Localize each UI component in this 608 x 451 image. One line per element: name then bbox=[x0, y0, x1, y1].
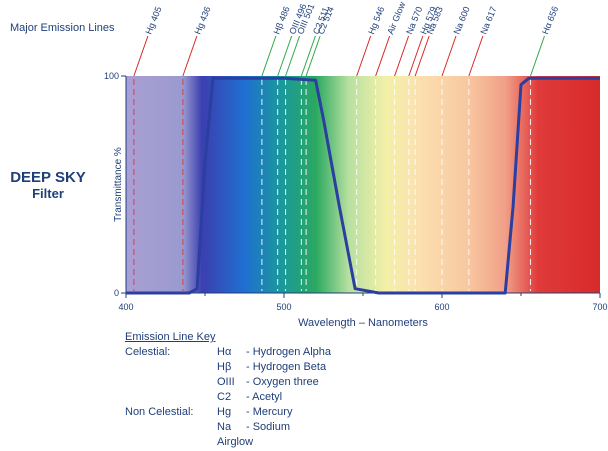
emission-line-label: Hg 405 bbox=[143, 5, 163, 36]
key-symbol: OIII bbox=[217, 376, 235, 388]
key-description: - Hydrogen Alpha bbox=[246, 346, 331, 358]
filter-name-line2: Filter bbox=[32, 186, 64, 201]
emission-line-leader bbox=[285, 35, 301, 77]
emission-line-leader bbox=[182, 35, 198, 77]
key-symbol: C2 bbox=[217, 391, 232, 403]
key-category bbox=[125, 360, 217, 375]
key-row: Celestial: Hα - Hydrogen Alpha bbox=[125, 345, 331, 360]
key-category bbox=[125, 435, 217, 450]
emission-line-label: Hg 436 bbox=[192, 5, 212, 36]
emission-line-key: Emission Line Key Celestial: Hα - Hydrogen… bbox=[125, 331, 331, 450]
key-symbol: Na bbox=[217, 421, 232, 433]
key-title: Emission Line Key bbox=[125, 331, 216, 343]
y-tick-label: 100 bbox=[104, 71, 119, 81]
x-tick-label: 500 bbox=[276, 302, 291, 312]
emission-line-leader bbox=[356, 35, 372, 77]
key-description: - Hydrogen Beta bbox=[246, 361, 327, 373]
spectrum-background bbox=[126, 76, 600, 293]
emission-line-leader bbox=[375, 35, 391, 77]
emission-line-leader bbox=[300, 35, 316, 77]
emission-line-leader bbox=[408, 35, 424, 77]
filter-name: DEEP SKY Filter bbox=[0, 170, 96, 202]
emission-line-label: Na 617 bbox=[478, 5, 498, 36]
key-symbol: Hg bbox=[217, 406, 232, 418]
emission-line-leader bbox=[530, 35, 545, 77]
emission-lines-heading: Major Emission Lines bbox=[10, 22, 115, 34]
key-row: Na - Sodium bbox=[125, 420, 331, 435]
emission-line-label: Na 600 bbox=[452, 5, 472, 36]
emission-line-leader bbox=[261, 35, 277, 77]
x-tick-label: 400 bbox=[118, 302, 133, 312]
key-row: C2 - Acetyl bbox=[125, 390, 331, 405]
emission-line-label: Hg 546 bbox=[366, 5, 386, 36]
emission-line-leader bbox=[441, 35, 457, 77]
key-description: - Oxygen three bbox=[246, 376, 319, 388]
emission-line-label: Hα 656 bbox=[540, 5, 560, 36]
key-category: Celestial: bbox=[125, 346, 171, 358]
key-category bbox=[125, 420, 217, 435]
key-description: - Sodium bbox=[246, 421, 291, 433]
key-symbol: Airglow bbox=[217, 436, 254, 448]
key-row: Airglow bbox=[125, 435, 331, 450]
emission-line-leader bbox=[468, 35, 484, 77]
emission-line-leader bbox=[394, 35, 410, 77]
key-row: Non Celestial: Hg - Mercury bbox=[125, 405, 331, 420]
emission-line-leader bbox=[414, 35, 430, 77]
x-axis-label: Wavelength – Nanometers bbox=[298, 317, 428, 329]
emission-line-leader bbox=[277, 35, 293, 77]
key-description: - Acetyl bbox=[246, 391, 283, 403]
key-row: Hβ - Hydrogen Beta bbox=[125, 360, 331, 375]
x-tick-label: 600 bbox=[434, 302, 449, 312]
y-axis-label: Transmittance % bbox=[113, 147, 124, 222]
key-row: OIII - Oxygen three bbox=[125, 375, 331, 390]
x-tick-label: 700 bbox=[592, 302, 607, 312]
transmittance-curve bbox=[126, 76, 600, 295]
filter-name-line1: DEEP SKY bbox=[10, 169, 86, 186]
emission-line-leader bbox=[305, 35, 321, 77]
emission-line-leader bbox=[133, 35, 149, 77]
key-category bbox=[125, 375, 217, 390]
key-category bbox=[125, 390, 217, 405]
key-symbol: Hβ bbox=[217, 361, 232, 373]
key-category: Non Celestial: bbox=[125, 406, 194, 418]
key-description: - Mercury bbox=[246, 406, 293, 418]
key-symbol: Hα bbox=[217, 346, 232, 358]
y-tick-label: 0 bbox=[114, 288, 119, 298]
